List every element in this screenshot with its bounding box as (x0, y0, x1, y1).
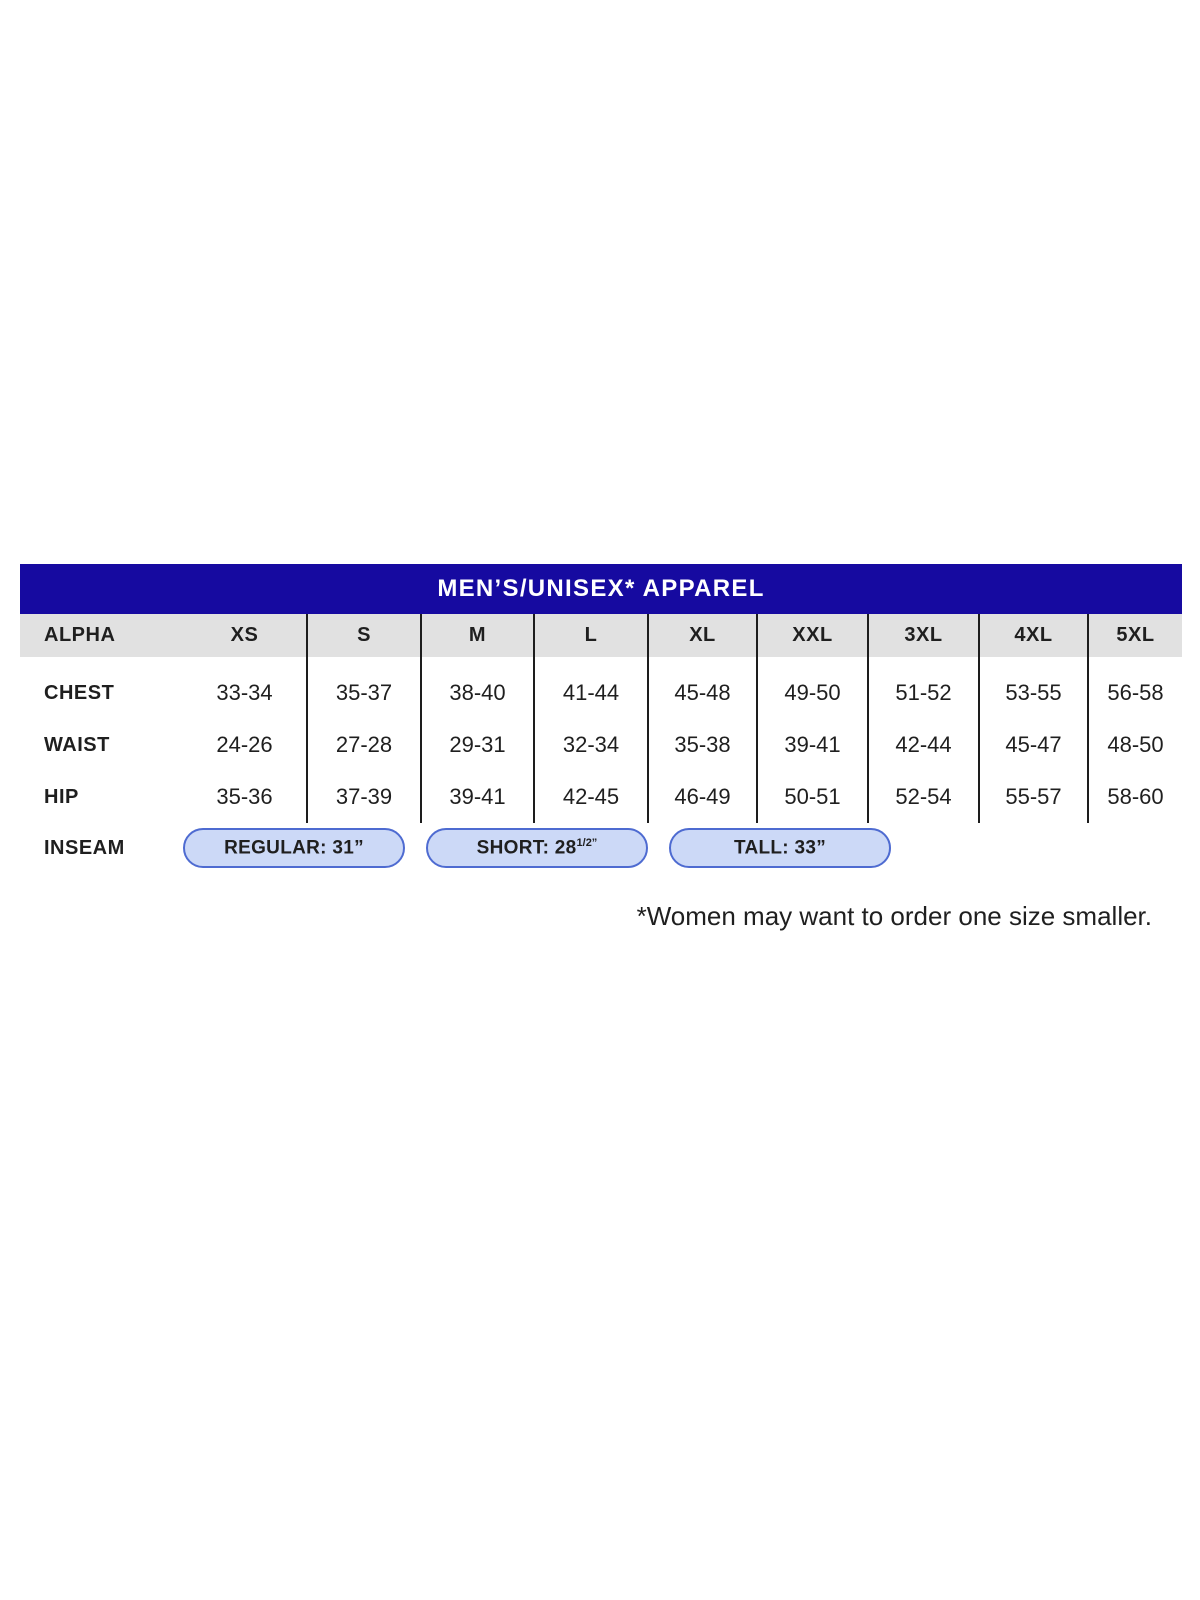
table-cell: 53-55 (978, 657, 1087, 719)
row-label-hip: HIP (44, 785, 79, 808)
table-cell: 39-41 (420, 771, 533, 823)
table-cell: 42-44 (867, 719, 978, 771)
inseam-pill-tall-label: TALL: 33” (733, 837, 827, 859)
column-header-xxl: XXL (756, 614, 867, 657)
row-label-waist: WAIST (44, 733, 110, 756)
inseam-row: INSEAM REGULAR: 31” SHORT: 281/2” TALL: … (20, 828, 1182, 868)
table-cell: 24-26 (216, 732, 273, 757)
table-cell: 33-34 (216, 680, 273, 705)
table-cell: 50-51 (756, 771, 867, 823)
table-cell: 58-60 (1087, 771, 1182, 823)
table-title: MEN’S/UNISEX* APPAREL (437, 575, 765, 602)
inseam-pill-tall[interactable]: TALL: 33” (669, 828, 891, 868)
table-cell: 35-37 (306, 657, 420, 719)
column-header-xl: XL (647, 614, 756, 657)
table-cell: 46-49 (647, 771, 756, 823)
table-cell: 32-34 (533, 719, 647, 771)
table-cell: 39-41 (756, 719, 867, 771)
column-header-alpha: ALPHA (20, 614, 183, 657)
table-cell: 56-58 (1087, 657, 1182, 719)
inseam-pill-short[interactable]: SHORT: 281/2” (426, 828, 648, 868)
size-chart-table: MEN’S/UNISEX* APPAREL ALPHA XS S M L XL … (20, 564, 1182, 868)
size-grid: ALPHA XS S M L XL XXL 3XL 4XL 5XL CHEST … (20, 614, 1182, 823)
column-header-l: L (533, 614, 647, 657)
table-cell: 27-28 (306, 719, 420, 771)
table-cell: 45-47 (978, 719, 1087, 771)
row-label-chest: CHEST (44, 681, 115, 704)
column-header-m: M (420, 614, 533, 657)
table-cell: 35-36 (216, 784, 273, 809)
table-cell: 42-45 (533, 771, 647, 823)
table-cell: 51-52 (867, 657, 978, 719)
inseam-pill-short-label: SHORT: 281/2” (476, 836, 598, 859)
column-header-3xl: 3XL (867, 614, 978, 657)
table-title-bar: MEN’S/UNISEX* APPAREL (20, 564, 1182, 614)
table-cell: 49-50 (756, 657, 867, 719)
footnote-text: *Women may want to order one size smalle… (636, 901, 1152, 931)
table-cell: 29-31 (420, 719, 533, 771)
table-cell: 41-44 (533, 657, 647, 719)
column-header-xs: XS (183, 614, 306, 657)
table-cell: 35-38 (647, 719, 756, 771)
table-cell: 37-39 (306, 771, 420, 823)
inseam-pill-regular[interactable]: REGULAR: 31” (183, 828, 405, 868)
table-cell: 45-48 (647, 657, 756, 719)
inseam-pill-regular-label: REGULAR: 31” (224, 837, 364, 859)
column-header-4xl: 4XL (978, 614, 1087, 657)
table-cell: 38-40 (420, 657, 533, 719)
table-cell: 52-54 (867, 771, 978, 823)
row-label-inseam: INSEAM (44, 836, 125, 859)
table-cell: 48-50 (1087, 719, 1182, 771)
column-header-5xl: 5XL (1087, 614, 1182, 657)
column-header-s: S (306, 614, 420, 657)
table-cell: 55-57 (978, 771, 1087, 823)
